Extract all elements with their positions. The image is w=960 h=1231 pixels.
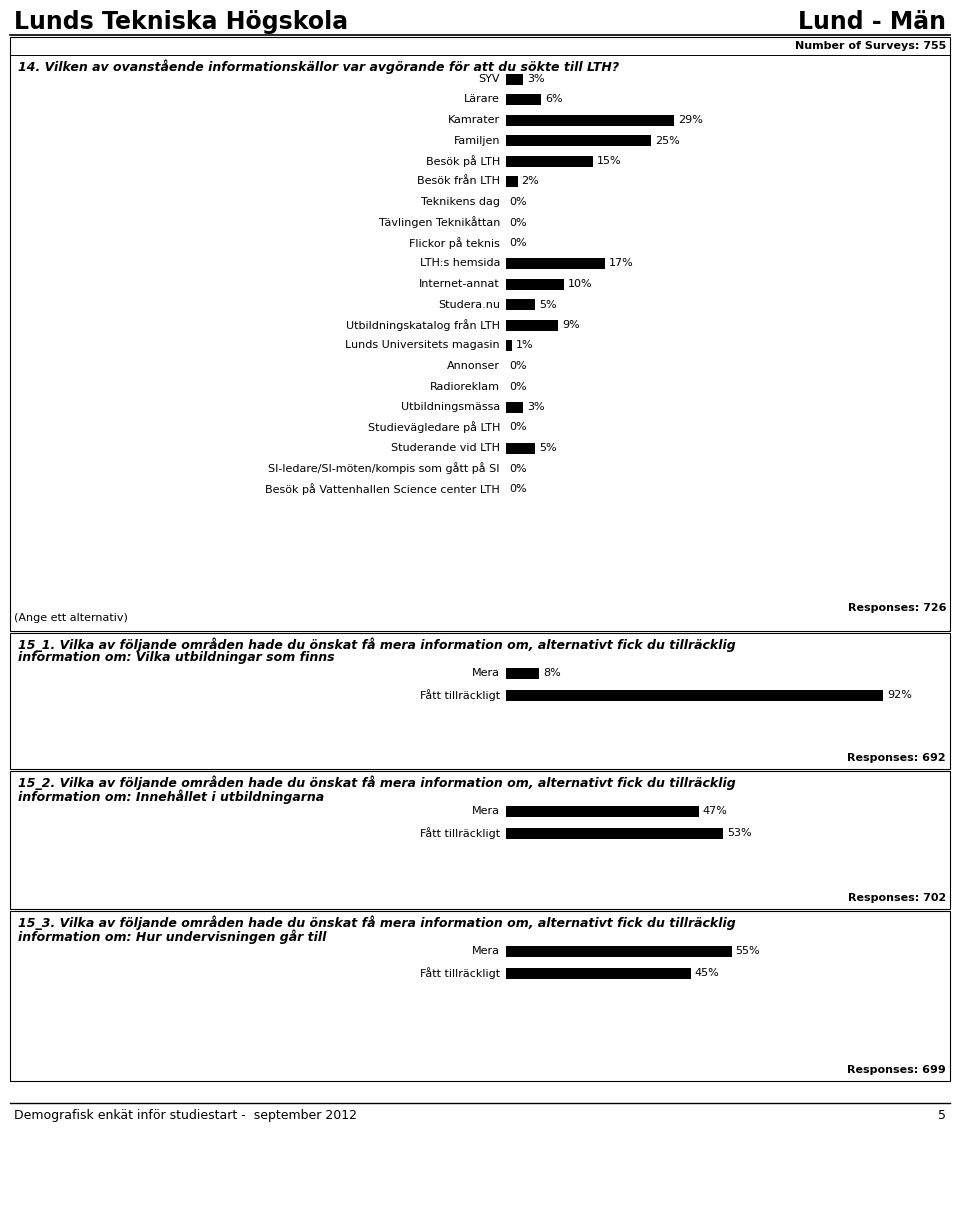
Text: 0%: 0% — [509, 382, 527, 391]
Text: Number of Surveys: 755: Number of Surveys: 755 — [795, 41, 946, 50]
Text: 45%: 45% — [694, 968, 719, 977]
Text: Fått tillräckligt: Fått tillräckligt — [420, 968, 500, 979]
Text: Flickor på teknis: Flickor på teknis — [409, 238, 500, 249]
Bar — [10, 911, 950, 1081]
Text: 0%: 0% — [509, 484, 527, 494]
Text: Lunds Tekniska Högskola: Lunds Tekniska Högskola — [14, 10, 348, 34]
Bar — [506, 135, 651, 146]
Text: LTH:s hemsida: LTH:s hemsida — [420, 259, 500, 268]
Text: 0%: 0% — [509, 218, 527, 228]
Bar — [506, 945, 732, 956]
Text: Annonser: Annonser — [447, 361, 500, 371]
Text: Studerande vid LTH: Studerande vid LTH — [391, 443, 500, 453]
Text: 0%: 0% — [509, 238, 527, 247]
Bar — [10, 771, 950, 908]
Text: 3%: 3% — [527, 403, 545, 412]
Text: Responses: 702: Responses: 702 — [848, 892, 946, 904]
Text: 5: 5 — [938, 1109, 946, 1121]
Text: 1%: 1% — [516, 341, 534, 351]
Text: 17%: 17% — [609, 259, 634, 268]
Text: 25%: 25% — [655, 135, 680, 145]
Text: Besök på Vattenhallen Science center LTH: Besök på Vattenhallen Science center LTH — [265, 483, 500, 495]
Text: 15_2. Vilka av följande områden hade du önskat få mera information om, alternati: 15_2. Vilka av följande områden hade du … — [18, 776, 735, 789]
Text: 0%: 0% — [509, 422, 527, 432]
Text: Studera.nu: Studera.nu — [438, 299, 500, 309]
Text: Mera: Mera — [472, 945, 500, 956]
Text: Responses: 699: Responses: 699 — [848, 1065, 946, 1075]
Bar — [506, 176, 517, 187]
Text: 15%: 15% — [597, 156, 622, 166]
Bar — [506, 278, 564, 289]
Bar — [506, 689, 883, 700]
Bar — [10, 37, 950, 632]
Text: information om: Hur undervisningen går till: information om: Hur undervisningen går t… — [18, 929, 326, 944]
Text: 0%: 0% — [509, 197, 527, 207]
Text: 8%: 8% — [542, 668, 561, 678]
Text: 47%: 47% — [703, 806, 728, 816]
Text: Fått tillräckligt: Fått tillräckligt — [420, 689, 500, 700]
Text: Studievägledare på LTH: Studievägledare på LTH — [368, 421, 500, 433]
Bar — [506, 340, 512, 351]
Bar — [506, 827, 723, 838]
Text: Radioreklam: Radioreklam — [430, 382, 500, 391]
Text: Demografisk enkät inför studiestart -  september 2012: Demografisk enkät inför studiestart - se… — [14, 1109, 357, 1121]
Text: Responses: 726: Responses: 726 — [848, 603, 946, 613]
Text: Kamrater: Kamrater — [448, 114, 500, 126]
Text: 92%: 92% — [887, 691, 912, 700]
Text: Responses: 692: Responses: 692 — [848, 753, 946, 763]
Text: 29%: 29% — [678, 114, 703, 126]
Text: 9%: 9% — [563, 320, 580, 330]
Text: Lunds Universitets magasin: Lunds Universitets magasin — [346, 341, 500, 351]
Text: 15_3. Vilka av följande områden hade du önskat få mera information om, alternati: 15_3. Vilka av följande områden hade du … — [18, 915, 735, 929]
Text: Besök från LTH: Besök från LTH — [417, 176, 500, 187]
Text: Lund - Män: Lund - Män — [798, 10, 946, 34]
Bar — [506, 155, 593, 166]
Text: (Ange ett alternativ): (Ange ett alternativ) — [14, 613, 128, 623]
Bar — [506, 401, 523, 412]
Text: Tävlingen Teknikåttan: Tävlingen Teknikåttan — [378, 217, 500, 229]
Text: information om: Vilka utbildningar som finns: information om: Vilka utbildningar som f… — [18, 651, 335, 664]
Text: Besök på LTH: Besök på LTH — [425, 155, 500, 167]
Bar — [506, 259, 605, 270]
Text: information om: Innehållet i utbildningarna: information om: Innehållet i utbildninga… — [18, 789, 324, 804]
Text: 14. Vilken av ovanstående informationskällor var avgörande för att du sökte till: 14. Vilken av ovanstående informationskä… — [18, 59, 619, 74]
Text: 0%: 0% — [509, 361, 527, 371]
Text: SI-ledare/SI-möten/kompis som gått på SI: SI-ledare/SI-möten/kompis som gått på SI — [269, 463, 500, 474]
Text: Lärare: Lärare — [464, 95, 500, 105]
Text: Internet-annat: Internet-annat — [420, 279, 500, 289]
Text: 0%: 0% — [509, 464, 527, 474]
Text: 55%: 55% — [735, 945, 760, 956]
Bar — [506, 968, 690, 979]
Bar — [506, 74, 523, 85]
Text: SYV: SYV — [478, 74, 500, 84]
Text: Mera: Mera — [472, 806, 500, 816]
Bar — [506, 667, 539, 678]
Text: Teknikens dag: Teknikens dag — [421, 197, 500, 207]
Bar — [506, 442, 535, 453]
Bar — [506, 320, 558, 330]
Text: Utbildningsmässa: Utbildningsmässa — [400, 403, 500, 412]
Bar — [506, 299, 535, 310]
Text: 5%: 5% — [539, 443, 557, 453]
Text: Fått tillräckligt: Fått tillräckligt — [420, 827, 500, 840]
Text: 6%: 6% — [544, 95, 563, 105]
Text: 10%: 10% — [568, 279, 592, 289]
Bar — [506, 94, 540, 105]
Text: 3%: 3% — [527, 74, 545, 84]
Text: 53%: 53% — [728, 828, 752, 838]
Text: 15_1. Vilka av följande områden hade du önskat få mera information om, alternati: 15_1. Vilka av följande områden hade du … — [18, 636, 735, 651]
Text: 2%: 2% — [521, 176, 540, 187]
Bar — [506, 805, 699, 816]
Bar — [10, 633, 950, 769]
Bar — [506, 114, 674, 126]
Text: Familjen: Familjen — [453, 135, 500, 145]
Text: 5%: 5% — [539, 299, 557, 309]
Text: Utbildningskatalog från LTH: Utbildningskatalog från LTH — [346, 319, 500, 331]
Text: Mera: Mera — [472, 668, 500, 678]
